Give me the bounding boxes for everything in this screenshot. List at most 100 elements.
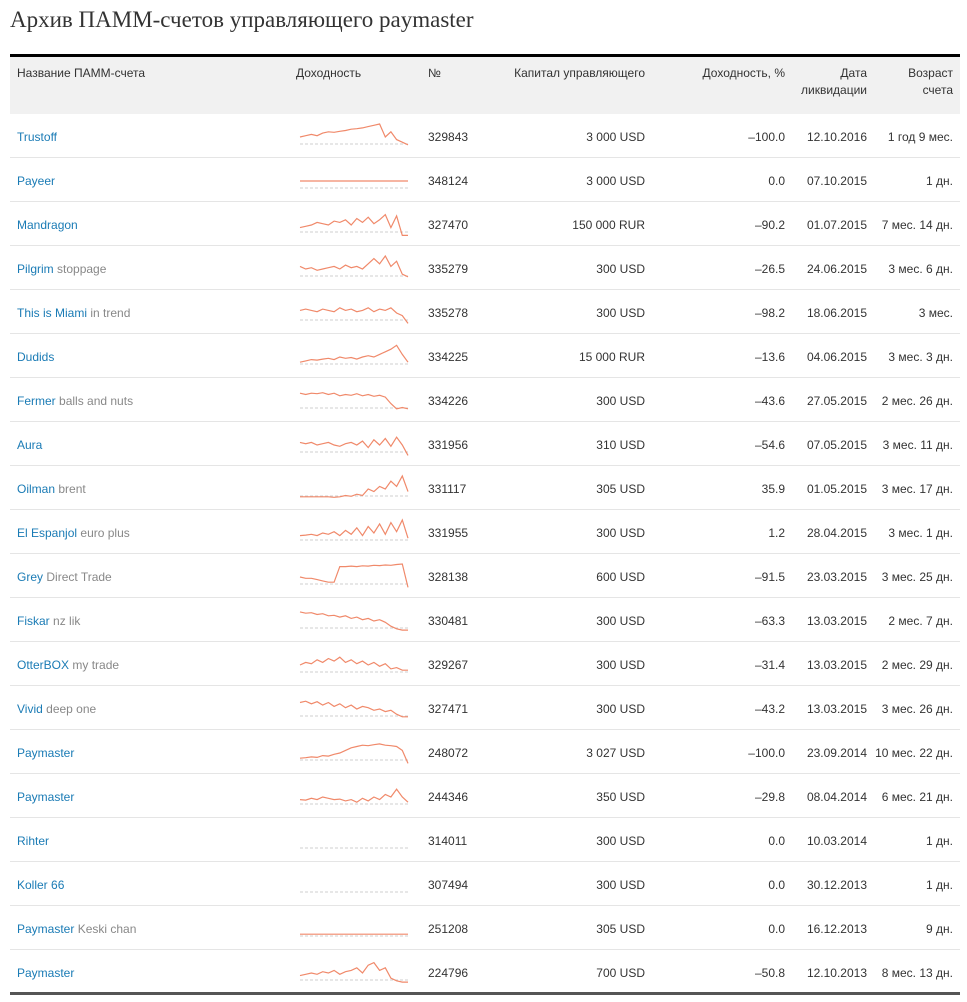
table-row: Oilman brent 331117 305 USD 35.9 01.05.2015 3… (10, 466, 960, 510)
account-description: deep one (46, 702, 97, 716)
account-name-cell: Payeer (17, 174, 55, 188)
account-name-cell: Rihter (17, 834, 49, 848)
liquidation-date: 12.10.2016 (806, 130, 867, 144)
page-title: Архив ПАММ-счетов управляющего paymaster (10, 7, 474, 32)
sparkline-series (299, 344, 409, 363)
account-link[interactable]: Aura (17, 438, 43, 452)
sparkline-series (299, 254, 409, 278)
liquidation-date: 16.12.2013 (806, 922, 867, 936)
account-number: 335278 (428, 306, 469, 320)
account-name-cell: Paymaster (17, 746, 74, 760)
account-number: 331117 (428, 482, 467, 496)
manager-capital: 300 USD (596, 262, 645, 276)
yield-percent: 0.0 (768, 922, 785, 936)
table-row: Grey Direct Trade 328138 600 USD –91.5 23.03… (10, 554, 960, 598)
account-age: 3 мес. 3 дн. (888, 350, 953, 364)
manager-capital: 300 USD (596, 834, 645, 848)
table-row: Dudids 334225 15 000 RUR –13.6 04.06.2015 3 м… (10, 334, 960, 378)
account-link[interactable]: Fermer (17, 394, 56, 408)
manager-capital: 310 USD (596, 438, 645, 452)
header-number: № (428, 66, 441, 80)
account-link[interactable]: Koller 66 (17, 878, 65, 892)
account-age: 3 мес. 11 дн. (882, 438, 953, 452)
sparkline-series (299, 961, 408, 983)
account-name-cell: Paymaster Keski chan (17, 922, 136, 936)
account-link[interactable]: Rihter (17, 834, 50, 848)
account-link[interactable]: Paymaster (17, 922, 75, 936)
account-number: 327471 (428, 702, 469, 716)
yield-percent: –31.4 (754, 658, 785, 672)
account-link[interactable]: This is Miami (17, 306, 88, 320)
yield-percent: –91.5 (754, 570, 785, 584)
yield-sparkline (299, 254, 409, 278)
manager-capital: 3 000 USD (586, 130, 645, 144)
account-number: 329267 (428, 658, 469, 672)
account-age: 1 дн. (926, 174, 953, 188)
account-name-cell: Paymaster (17, 966, 74, 980)
sparkline-series (299, 656, 408, 671)
account-name-cell: Paymaster (17, 790, 74, 804)
account-name-cell: Pilgrim stoppage (17, 262, 106, 276)
account-age: 3 мес. 26 дн. (881, 702, 953, 716)
account-name-cell: OtterBOX my trade (17, 658, 119, 672)
liquidation-date: 27.05.2015 (806, 394, 867, 408)
account-link[interactable]: Dudids (17, 350, 55, 364)
sparkline-series (299, 213, 408, 236)
account-name-cell: El Espanjol euro plus (17, 526, 130, 540)
account-description: in trend (90, 306, 131, 320)
account-number: 327470 (428, 218, 469, 232)
account-age: 3 мес. (918, 306, 953, 320)
account-link[interactable]: Fiskar (17, 614, 50, 628)
yield-sparkline (300, 474, 409, 498)
account-name-cell: Aura (17, 438, 42, 452)
sparkline-series (299, 307, 409, 324)
account-link[interactable]: Payeer (17, 174, 56, 188)
account-age: 1 год 9 мес. (887, 130, 953, 144)
account-link[interactable]: Trustoff (17, 130, 58, 144)
yield-sparkline (300, 933, 408, 937)
account-link[interactable]: Paymaster (17, 746, 75, 760)
account-description: euro plus (80, 526, 130, 540)
account-number: 314011 (428, 834, 468, 848)
account-link[interactable]: Paymaster (17, 966, 75, 980)
account-name-cell: Fiskar nz lik (17, 614, 80, 628)
table-row: Koller 66 307494 300 USD 0.0 30.12.2013 1 дн. (10, 862, 960, 906)
yield-percent: 35.9 (761, 482, 785, 496)
manager-capital: 300 USD (596, 702, 645, 716)
account-description: my trade (72, 658, 120, 672)
header-age-line1: Возраст (908, 66, 953, 80)
account-link[interactable]: Mandragon (17, 218, 78, 232)
account-link[interactable]: Pilgrim (17, 262, 54, 276)
yield-sparkline (299, 656, 408, 673)
liquidation-date: 28.04.2015 (806, 526, 867, 540)
manager-capital: 305 USD (596, 482, 645, 496)
yield-percent: –63.3 (754, 614, 785, 628)
sparkline-series (299, 700, 408, 718)
liquidation-date: 01.05.2015 (806, 482, 867, 496)
table-row: Aura 331956 310 USD –54.6 07.05.2015 3 мес. 1… (10, 422, 960, 466)
table-row: Pilgrim stoppage 335279 300 USD –26.5 24.06.… (10, 246, 960, 290)
account-age: 3 мес. 17 дн. (881, 482, 953, 496)
yield-sparkline (300, 891, 408, 893)
yield-percent: –90.2 (754, 218, 785, 232)
yield-sparkline (299, 611, 408, 631)
account-link[interactable]: Grey (17, 570, 44, 584)
account-link[interactable]: Oilman (17, 482, 56, 496)
account-description: brent (58, 482, 86, 496)
header-yield: Доходность, % (702, 66, 785, 80)
liquidation-date: 23.03.2015 (806, 570, 867, 584)
account-link[interactable]: Vivid (17, 702, 43, 716)
account-link[interactable]: El Espanjol (17, 526, 78, 540)
yield-percent: –29.8 (754, 790, 785, 804)
account-age: 3 мес. 6 дн. (888, 262, 953, 276)
yield-percent: 0.0 (768, 174, 785, 188)
account-link[interactable]: Paymaster (17, 790, 75, 804)
account-number: 335279 (428, 262, 469, 276)
account-link[interactable]: OtterBOX (17, 658, 70, 672)
liquidation-date: 24.06.2015 (806, 262, 867, 276)
sparkline-series (300, 474, 409, 498)
account-description: Direct Trade (46, 570, 112, 584)
liquidation-date: 10.03.2014 (806, 834, 867, 848)
table-row: Fermer balls and nuts 334226 300 USD –43.6 2… (10, 378, 960, 422)
yield-sparkline (300, 180, 408, 189)
